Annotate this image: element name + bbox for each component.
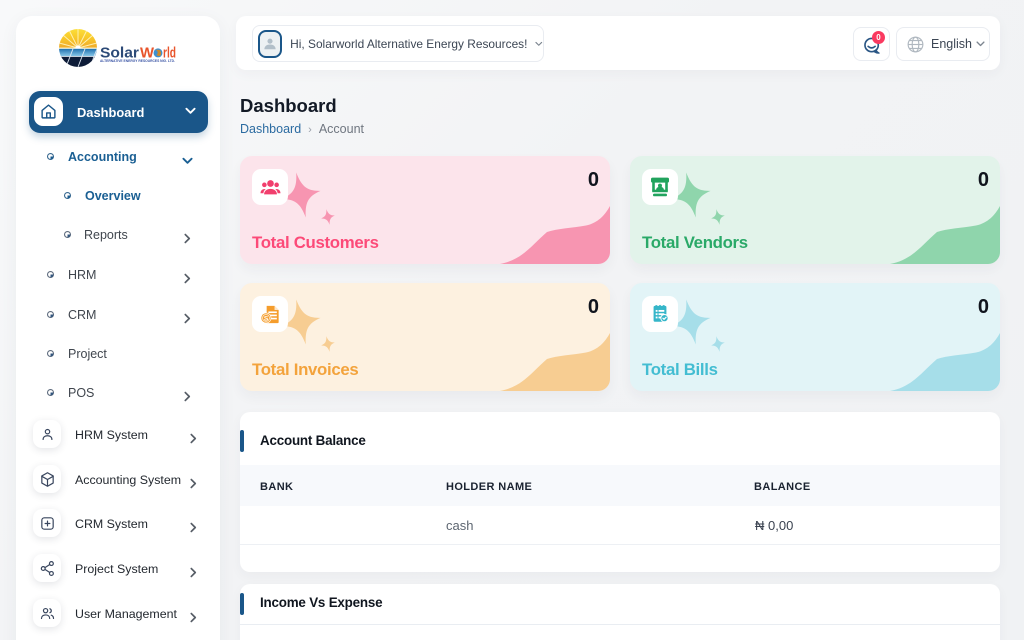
svg-text:rld: rld bbox=[163, 46, 176, 62]
svg-text:ALTERNATIVE ENERGY RESOURCES N: ALTERNATIVE ENERGY RESOURCES NIG. LTD. bbox=[100, 59, 175, 63]
svg-text:Solar: Solar bbox=[100, 46, 139, 62]
svg-text:S: S bbox=[263, 315, 268, 322]
svg-text:W: W bbox=[140, 46, 154, 62]
